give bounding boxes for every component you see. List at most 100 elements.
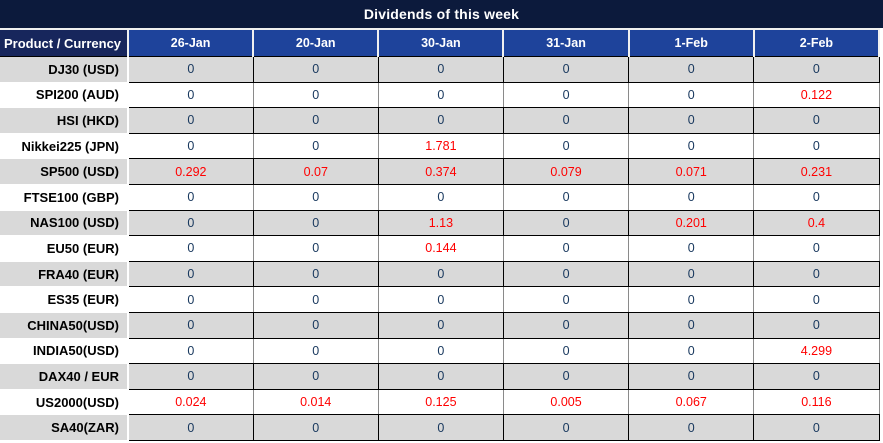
value-cell: 0 bbox=[377, 81, 504, 109]
value-cell: 0 bbox=[252, 209, 379, 237]
value-cell: 0 bbox=[252, 235, 379, 262]
value-cell: 0.024 bbox=[127, 388, 254, 416]
row-label: FRA40 (EUR) bbox=[0, 260, 129, 288]
value-cell: 0 bbox=[628, 235, 755, 262]
value-cell: 0 bbox=[127, 183, 254, 211]
value-cell: 0 bbox=[502, 311, 630, 339]
row-label: NAS100 (USD) bbox=[0, 209, 129, 237]
value-cell: 0 bbox=[252, 414, 379, 441]
value-cell: 0 bbox=[127, 209, 254, 237]
table-row: SPI200 (AUD) 0 0 0 0 0 0.122 bbox=[0, 81, 880, 109]
value-cell: 0 bbox=[127, 81, 254, 109]
value-cell: 0.292 bbox=[127, 158, 254, 185]
column-header: 30-Jan bbox=[377, 28, 505, 57]
value-cell: 0 bbox=[252, 107, 379, 134]
table-row: EU50 (EUR) 0 0 0.144 0 0 0 bbox=[0, 235, 880, 262]
value-cell: 1.13 bbox=[377, 209, 504, 237]
value-cell: 0 bbox=[127, 363, 254, 390]
value-cell: 0 bbox=[502, 132, 630, 160]
value-cell: 0 bbox=[377, 363, 504, 390]
value-cell: 0.005 bbox=[502, 388, 630, 416]
row-label: CHINA50(USD) bbox=[0, 311, 129, 339]
table-row: US2000(USD) 0.024 0.014 0.125 0.005 0.067 0.11… bbox=[0, 388, 880, 416]
row-label: SPI200 (AUD) bbox=[0, 81, 129, 109]
row-label: FTSE100 (GBP) bbox=[0, 183, 129, 211]
table-row: HSI (HKD) 0 0 0 0 0 0 bbox=[0, 107, 880, 134]
value-cell: 1.781 bbox=[377, 132, 504, 160]
value-cell: 0 bbox=[252, 132, 379, 160]
value-cell: 0 bbox=[753, 363, 880, 390]
value-cell: 0.07 bbox=[252, 158, 379, 185]
value-cell: 0 bbox=[252, 260, 379, 288]
value-cell: 0 bbox=[252, 363, 379, 390]
table-row: DJ30 (USD) 0 0 0 0 0 0 bbox=[0, 56, 880, 83]
value-cell: 0 bbox=[502, 56, 630, 83]
value-cell: 0 bbox=[502, 107, 630, 134]
value-cell: 0 bbox=[753, 132, 880, 160]
value-cell: 0 bbox=[502, 414, 630, 441]
value-cell: 0 bbox=[127, 337, 254, 365]
value-cell: 0 bbox=[628, 81, 755, 109]
value-cell: 0 bbox=[502, 81, 630, 109]
value-cell: 0 bbox=[628, 132, 755, 160]
value-cell: 0 bbox=[377, 286, 504, 313]
value-cell: 0 bbox=[127, 132, 254, 160]
value-cell: 0 bbox=[377, 337, 504, 365]
column-header: 2-Feb bbox=[752, 28, 881, 57]
value-cell: 0 bbox=[377, 311, 504, 339]
row-label: SA40(ZAR) bbox=[0, 414, 129, 441]
value-cell: 0 bbox=[377, 414, 504, 441]
value-cell: 0 bbox=[753, 183, 880, 211]
row-label: INDIA50(USD) bbox=[0, 337, 129, 365]
value-cell: 0 bbox=[628, 260, 755, 288]
value-cell: 0 bbox=[252, 56, 379, 83]
row-label: HSI (HKD) bbox=[0, 107, 129, 134]
value-cell: 0 bbox=[502, 260, 630, 288]
value-cell: 0 bbox=[252, 311, 379, 339]
value-cell: 0 bbox=[252, 81, 379, 109]
table-row: INDIA50(USD) 0 0 0 0 0 4.299 bbox=[0, 337, 880, 365]
value-cell: 4.299 bbox=[753, 337, 880, 365]
table-row: ES35 (EUR) 0 0 0 0 0 0 bbox=[0, 286, 880, 313]
dividends-table: Product / Currency 26-Jan 20-Jan 30-Jan 31-… bbox=[0, 28, 881, 441]
corner-header-product-currency: Product / Currency bbox=[0, 28, 129, 57]
value-cell: 0 bbox=[628, 286, 755, 313]
table-body: DJ30 (USD) 0 0 0 0 0 0 SPI200 (AUD) 0 0 0 0 0 0.122 HS… bbox=[0, 56, 880, 441]
column-header: 1-Feb bbox=[627, 28, 755, 57]
value-cell: 0.4 bbox=[753, 209, 880, 237]
row-label: Nikkei225 (JPN) bbox=[0, 132, 129, 160]
row-label: DAX40 / EUR bbox=[0, 363, 129, 390]
value-cell: 0 bbox=[502, 363, 630, 390]
value-cell: 0 bbox=[127, 286, 254, 313]
table-row: SP500 (USD) 0.292 0.07 0.374 0.079 0.071 0.231 bbox=[0, 158, 880, 185]
table-row: DAX40 / EUR 0 0 0 0 0 0 bbox=[0, 363, 880, 390]
value-cell: 0.067 bbox=[628, 388, 755, 416]
value-cell: 0.122 bbox=[753, 81, 880, 109]
value-cell: 0 bbox=[127, 414, 254, 441]
value-cell: 0 bbox=[753, 260, 880, 288]
value-cell: 0 bbox=[127, 260, 254, 288]
value-cell: 0 bbox=[628, 414, 755, 441]
header-row: Product / Currency 26-Jan 20-Jan 30-Jan 31-… bbox=[0, 28, 881, 57]
value-cell: 0 bbox=[127, 56, 254, 83]
row-label: US2000(USD) bbox=[0, 388, 129, 416]
value-cell: 0 bbox=[252, 183, 379, 211]
value-cell: 0 bbox=[502, 235, 630, 262]
value-cell: 0 bbox=[628, 56, 755, 83]
value-cell: 0 bbox=[628, 107, 755, 134]
value-cell: 0 bbox=[753, 235, 880, 262]
table-row: NAS100 (USD) 0 0 1.13 0 0.201 0.4 bbox=[0, 209, 880, 237]
column-header: 31-Jan bbox=[502, 28, 630, 57]
value-cell: 0 bbox=[753, 286, 880, 313]
value-cell: 0 bbox=[502, 286, 630, 313]
value-cell: 0.374 bbox=[377, 158, 504, 185]
value-cell: 0 bbox=[377, 56, 504, 83]
value-cell: 0 bbox=[377, 183, 504, 211]
value-cell: 0 bbox=[127, 311, 254, 339]
value-cell: 0 bbox=[127, 107, 254, 134]
value-cell: 0 bbox=[753, 311, 880, 339]
value-cell: 0 bbox=[252, 337, 379, 365]
table-row: FRA40 (EUR) 0 0 0 0 0 0 bbox=[0, 260, 880, 288]
table-row: SA40(ZAR) 0 0 0 0 0 0 bbox=[0, 414, 880, 441]
